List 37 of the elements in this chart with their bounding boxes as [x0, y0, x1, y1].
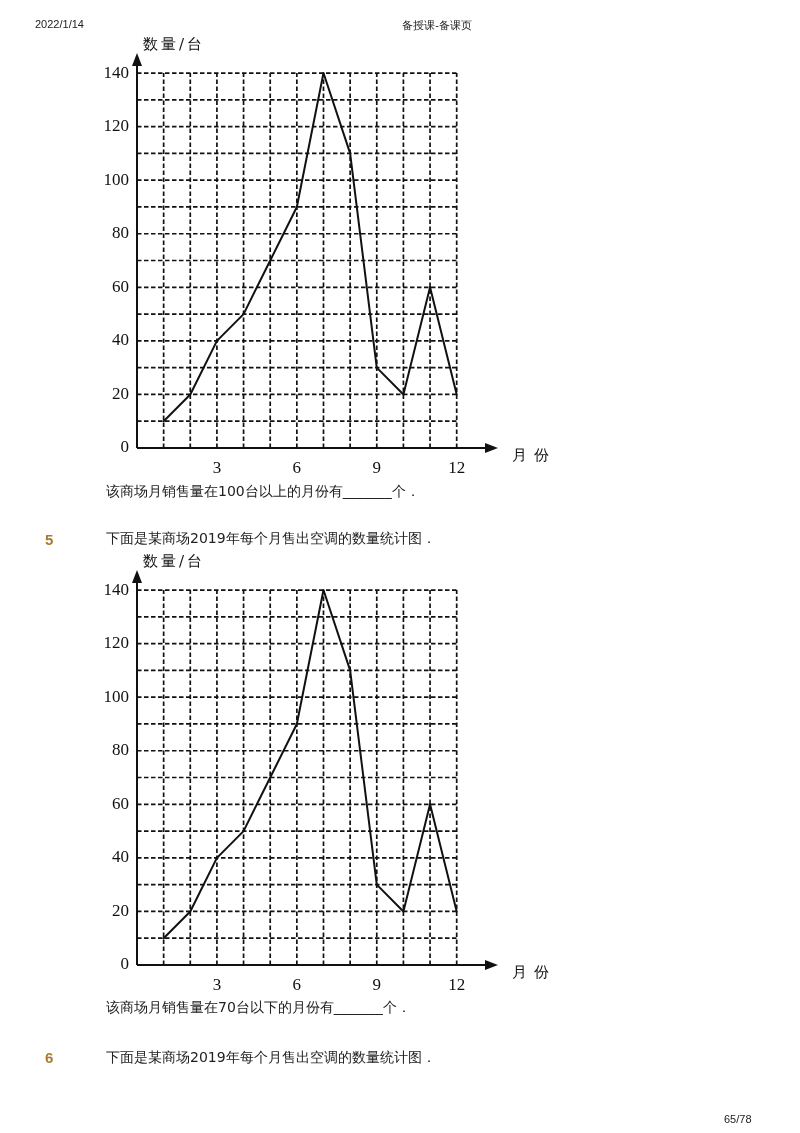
y-tick-label: 60 — [112, 276, 129, 296]
text: 6 — [45, 1049, 54, 1066]
text: 5 — [45, 531, 54, 548]
y-tick-label: 120 — [103, 116, 129, 136]
chart-title: 下面是某商场2019年每个月售出空调的数量统计图． — [106, 530, 436, 548]
x-tick-label: 12 — [448, 457, 466, 477]
y-tick-label: 140 — [103, 579, 129, 599]
y-tick-label: 0 — [120, 954, 129, 974]
text: 下面是某商场2019年每个月售出空调的数量统计图． — [106, 1049, 436, 1067]
y-axis-title: 数量/台 — [143, 34, 206, 53]
x-tick-label: 6 — [292, 457, 302, 477]
y-tick-label: 100 — [103, 686, 129, 706]
x-tick-label: 6 — [292, 974, 302, 994]
y-tick-label: 20 — [112, 900, 129, 920]
y-tick-label: 80 — [112, 740, 129, 760]
y-tick-label: 140 — [103, 62, 129, 82]
x-tick-label: 12 — [448, 974, 466, 994]
y-tick-label: 40 — [112, 847, 129, 867]
y-axis-title: 数量/台 — [143, 551, 206, 570]
text: 65/78 — [724, 1113, 752, 1125]
text: 该商场月销售量在70台以下的月份有_______个． — [106, 999, 411, 1017]
x-tick-label: 9 — [372, 457, 382, 477]
x-tick-label: 3 — [212, 974, 222, 994]
text: 备授课-备课页 — [402, 18, 472, 33]
y-tick-label: 0 — [120, 437, 129, 457]
y-tick-label: 120 — [103, 633, 129, 653]
x-tick-label: 9 — [372, 974, 382, 994]
y-tick-label: 80 — [112, 223, 129, 243]
y-tick-label: 20 — [112, 383, 129, 403]
text: 该商场月销售量在100台以上的月份有_______个． — [106, 483, 420, 501]
text: 2022/1/14 — [35, 18, 84, 30]
x-axis-title: 月份 — [512, 445, 556, 464]
y-tick-label: 60 — [112, 793, 129, 813]
x-tick-label: 3 — [212, 457, 222, 477]
y-tick-label: 40 — [112, 330, 129, 350]
y-tick-label: 100 — [103, 169, 129, 189]
x-axis-title: 月份 — [512, 962, 556, 981]
